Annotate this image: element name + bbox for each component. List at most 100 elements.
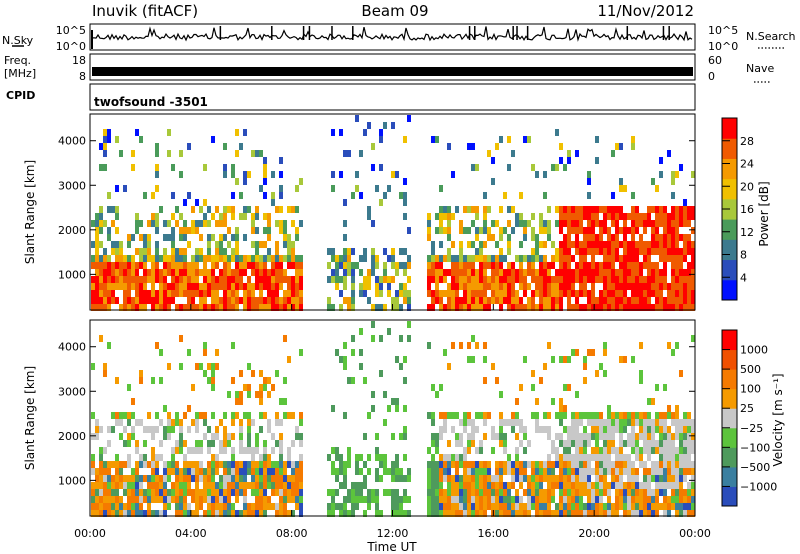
heatmap-cell — [683, 496, 687, 503]
heatmap-cell — [455, 496, 459, 503]
heatmap-cell — [195, 440, 199, 447]
heatmap-cell — [611, 447, 615, 454]
heatmap-cell — [611, 426, 615, 433]
heatmap-cell — [255, 433, 259, 440]
heatmap-cell — [207, 461, 211, 468]
heatmap-cell — [571, 304, 575, 311]
heatmap-cell — [195, 510, 199, 517]
heatmap-cell — [619, 356, 623, 363]
heatmap-cell — [559, 510, 563, 517]
heatmap-cell — [615, 489, 619, 496]
heatmap-cell — [403, 405, 407, 412]
heatmap-cell — [211, 482, 215, 489]
heatmap-cell — [563, 454, 567, 461]
heatmap-cell — [487, 297, 491, 304]
heatmap-cell — [615, 419, 619, 426]
heatmap-cell — [395, 496, 399, 503]
heatmap-cell — [603, 269, 607, 276]
heatmap-cell — [191, 276, 195, 283]
heatmap-cell — [599, 482, 603, 489]
heatmap-cell — [647, 297, 651, 304]
heatmap-cell — [299, 433, 303, 440]
heatmap-cell — [583, 248, 587, 255]
heatmap-cell — [283, 269, 287, 276]
heatmap-cell — [511, 412, 515, 419]
heatmap-cell — [559, 143, 563, 150]
heatmap-cell — [91, 412, 95, 419]
heatmap-cell — [127, 433, 131, 440]
heatmap-cell — [535, 426, 539, 433]
heatmap-cell — [563, 164, 567, 171]
heatmap-cell — [687, 426, 691, 433]
heatmap-cell — [431, 255, 435, 262]
heatmap-cell — [643, 248, 647, 255]
heatmap-cell — [187, 276, 191, 283]
heatmap-cell — [239, 283, 243, 290]
heatmap-cell — [279, 496, 283, 503]
heatmap-cell — [203, 475, 207, 482]
heatmap-cell — [275, 248, 279, 255]
heatmap-cell — [675, 433, 679, 440]
heatmap-cell — [219, 489, 223, 496]
heatmap-cell — [611, 433, 615, 440]
heatmap-cell — [579, 241, 583, 248]
heatmap-cell — [571, 433, 575, 440]
heatmap-cell — [227, 276, 231, 283]
heatmap-cell — [655, 510, 659, 517]
heatmap-cell — [467, 510, 471, 517]
heatmap-cell — [351, 262, 355, 269]
heatmap-cell — [439, 454, 443, 461]
heatmap-cell — [203, 276, 207, 283]
y-tick-label: 2000 — [58, 224, 86, 237]
heatmap-cell — [511, 496, 515, 503]
heatmap-cell — [595, 426, 599, 433]
heatmap-cell — [363, 475, 367, 482]
heatmap-cell — [467, 262, 471, 269]
heatmap-cell — [483, 262, 487, 269]
heatmap-cell — [479, 255, 483, 262]
heatmap-cell — [675, 412, 679, 419]
heatmap-cell — [143, 304, 147, 311]
heatmap-cell — [271, 468, 275, 475]
heatmap-cell — [231, 342, 235, 349]
heatmap-cell — [155, 454, 159, 461]
heatmap-cell — [623, 234, 627, 241]
heatmap-cell — [643, 440, 647, 447]
heatmap-cell — [231, 454, 235, 461]
heatmap-cell — [239, 482, 243, 489]
heatmap-cell — [147, 234, 151, 241]
heatmap-cell — [447, 269, 451, 276]
heatmap-cell — [483, 510, 487, 517]
heatmap-cell — [327, 489, 331, 496]
heatmap-cell — [607, 269, 611, 276]
heatmap-cell — [151, 510, 155, 517]
heatmap-cell — [691, 426, 695, 433]
heatmap-cell — [619, 297, 623, 304]
heatmap-cell — [367, 468, 371, 475]
heatmap-cell — [155, 342, 159, 349]
heatmap-cell — [559, 454, 563, 461]
heatmap-cell — [639, 283, 643, 290]
heatmap-cell — [107, 276, 111, 283]
heatmap-cell — [179, 447, 183, 454]
heatmap-cell — [399, 262, 403, 269]
heatmap-cell — [167, 283, 171, 290]
heatmap-cell — [635, 283, 639, 290]
heatmap-cell — [211, 276, 215, 283]
heatmap-cell — [639, 269, 643, 276]
heatmap-cell — [587, 433, 591, 440]
heatmap-cell — [455, 482, 459, 489]
heatmap-cell — [663, 255, 667, 262]
heatmap-cell — [631, 143, 635, 150]
heatmap-cell — [567, 234, 571, 241]
heatmap-cell — [579, 454, 583, 461]
heatmap-cell — [183, 255, 187, 262]
heatmap-cell — [259, 269, 263, 276]
heatmap-cell — [475, 213, 479, 220]
heatmap-cell — [623, 482, 627, 489]
heatmap-cell — [355, 115, 359, 122]
heatmap-cell — [159, 304, 163, 311]
heatmap-cell — [259, 283, 263, 290]
heatmap-cell — [387, 255, 391, 262]
heatmap-cell — [103, 468, 107, 475]
